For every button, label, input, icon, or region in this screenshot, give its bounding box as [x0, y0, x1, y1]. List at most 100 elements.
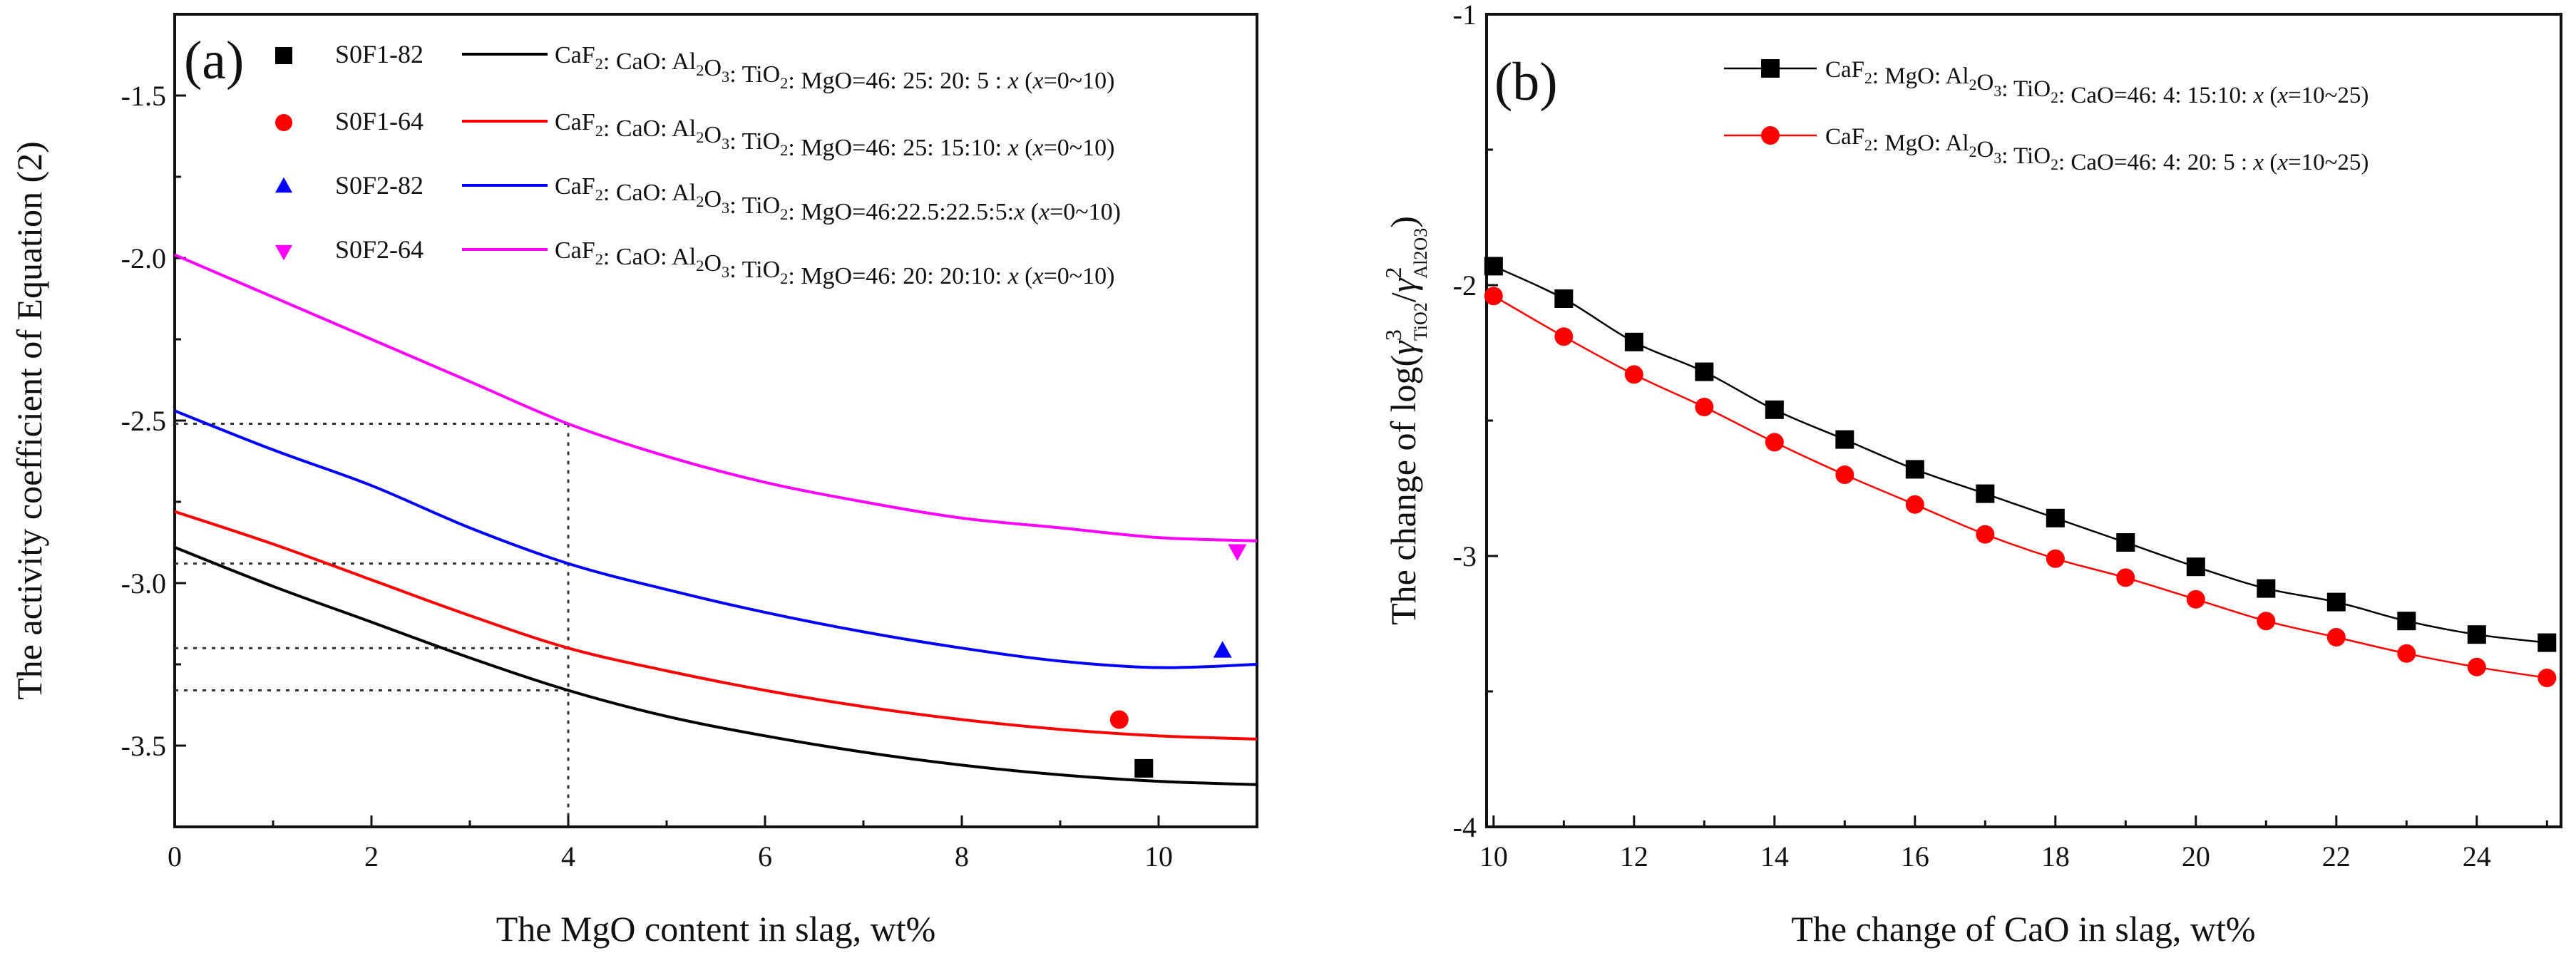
- panel-a-legend-point-label: S0F2-64: [335, 235, 424, 264]
- panel-a-legend-series-label: CaF2: CaO: Al2O3: TiO2: MgO=46: 20: 20:1…: [555, 237, 1115, 289]
- panel-b-x-tick-label: 24: [2463, 840, 2491, 872]
- panel-b-series-2-point: [2257, 612, 2276, 631]
- panel-b-series-1-point: [2116, 533, 2135, 552]
- panel-b-series-line-2: [1493, 295, 2547, 679]
- panel-a-legend-marker-1: [275, 47, 292, 64]
- panel-b-series-2-point: [1835, 465, 1854, 484]
- panel-a-y-axis-title: The activity coefficient of Equation (2): [9, 141, 49, 700]
- panel-a-legend-marker-2: [275, 114, 292, 131]
- panel-a-legend-marker-3: [275, 177, 292, 193]
- panel-a-label: (a): [184, 31, 244, 91]
- panel-b-series-1-point: [1835, 430, 1854, 449]
- panel-a-point-s0f1-82: [1134, 758, 1154, 778]
- panel-b-series-1-point: [1624, 332, 1643, 351]
- panel-a-x-tick-label: 0: [168, 840, 182, 872]
- panel-b-series-1-point: [2397, 612, 2416, 631]
- panel-a-point-s0f2-82: [1213, 641, 1232, 658]
- panel-b-series-1-point: [2186, 557, 2205, 577]
- panel-b-y-tick-label: -1: [1453, 0, 1477, 31]
- panel-b-series-2-point: [2186, 589, 2205, 609]
- panel-b-y-axis-title-text: The change of log(γ3 TiO2/γ2 Al2O3): [1380, 216, 1431, 625]
- panel-b-x-tick-label: 16: [1901, 840, 1929, 872]
- panel-a-x-tick-label: 4: [561, 840, 575, 872]
- panel-a-series-line-3: [174, 409, 1258, 669]
- panel-b-y-tick-label: -4: [1453, 811, 1477, 843]
- panel-b-series-2-point: [1976, 525, 1995, 544]
- panel-b-label: (b): [1494, 52, 1558, 112]
- panel-b-series-1-point: [1905, 460, 1924, 479]
- panel-a-series-line-2: [174, 510, 1258, 741]
- panel-a-legend-series-label: CaF2: CaO: Al2O3: TiO2: MgO=46: 25: 15:1…: [555, 109, 1115, 161]
- panel-b-series-2-point: [1695, 398, 1714, 416]
- panel-a-guide-lines: [175, 423, 570, 827]
- panel-b-series-1-point: [1484, 257, 1503, 276]
- panel-a-x-tick-label: 2: [364, 840, 379, 872]
- panel-b-series-1-point: [2257, 579, 2276, 598]
- panel-a-legend-point-label: S0F1-64: [335, 107, 424, 135]
- panel-b-series-2-point: [2467, 657, 2486, 676]
- panel-a-series: [174, 253, 1258, 786]
- panel-b-x-tick-label: 10: [1479, 840, 1508, 872]
- panel-a-legend-point-label: S0F2-82: [335, 171, 424, 200]
- panel-b: 10 12 14 16 18 20 22 24 -4 -3 -2 -1 CaF2: MgO: Al2O…: [1380, 0, 2562, 949]
- panel-a-y-tick-label: -3.0: [121, 567, 166, 599]
- panel-a-legend-series-label: CaF2: CaO: Al2O3: TiO2: MgO=46:22.5:22.5…: [555, 173, 1121, 225]
- panel-b-x-tick-label: 12: [1620, 840, 1648, 872]
- panel-b-x-tick-label: 20: [2182, 840, 2210, 872]
- panel-b-x-axis-title: The change of CaO in slag, wt%: [1791, 909, 2255, 949]
- panel-b-series-1-point: [2326, 592, 2346, 612]
- panel-b-series-1-point: [1695, 362, 1714, 381]
- panel-b-series-1-point: [2467, 625, 2486, 644]
- panel-a-x-axis-title: The MgO content in slag, wt%: [496, 909, 936, 949]
- panel-a-point-s0f2-64: [1228, 544, 1247, 561]
- panel-b-y-tick-label: -3: [1453, 540, 1477, 572]
- panel-b-series-1-point: [1554, 289, 1574, 308]
- panel-b-x-tick-label: 14: [1760, 840, 1789, 872]
- panel-a-legend-series-label: CaF2: CaO: Al2O3: TiO2: MgO=46: 25: 20: …: [555, 42, 1115, 94]
- panel-b-legend-series-label: CaF2: MgO: Al2O3: TiO2: CaO=46: 4: 20: 5…: [1825, 124, 2369, 175]
- panel-b-series: [1484, 257, 2557, 687]
- panel-b-series-1-point: [2537, 633, 2557, 652]
- panel-b-legend-marker-2: [1761, 126, 1780, 145]
- panel-b-legend: CaF2: MgO: Al2O3: TiO2: CaO=46: 4: 15:10…: [1724, 57, 2369, 175]
- panel-b-series-1-point: [2046, 508, 2065, 527]
- panel-b-y-axis-title: The change of log(γ3 TiO2/γ2 Al2O3): [1380, 216, 1431, 625]
- panel-a-point-s0f1-64: [1109, 710, 1129, 729]
- panel-b-x-tick-label: 22: [2322, 840, 2351, 872]
- panel-b-frame: [1485, 13, 2562, 828]
- panel-b-legend-series-label: CaF2: MgO: Al2O3: TiO2: CaO=46: 4: 15:10…: [1825, 57, 2369, 108]
- panel-b-x-tick-label: 18: [2041, 840, 2070, 872]
- panel-b-y-tick-label: -2: [1453, 269, 1477, 302]
- panel-a-y-tick-label: -2.0: [121, 242, 166, 274]
- panel-a-series-line-4: [174, 253, 1258, 542]
- panel-a-ticks: 0 2 4 6 8 10 -3.5 -3.0 -2.5 -2.0 -1.5: [121, 13, 1258, 872]
- panel-a-series-line-1: [174, 545, 1258, 786]
- panel-b-series-2-point: [1765, 433, 1784, 452]
- panel-a-legend-marker-4: [275, 244, 292, 261]
- panel-a-legend-point-label: S0F1-82: [335, 40, 424, 68]
- panel-b-series-2-point: [1554, 327, 1574, 346]
- panel-b-series-1-point: [1765, 400, 1784, 419]
- panel-b-ticks: 10 12 14 16 18 20 22 24 -4 -3 -2 -1: [1453, 0, 2548, 872]
- panel-b-series-line-1: [1493, 265, 2547, 644]
- panel-a-y-tick-label: -3.5: [121, 730, 166, 762]
- panel-b-series-2-point: [1905, 495, 1924, 514]
- panel-b-legend-marker-1: [1761, 59, 1780, 78]
- panel-b-series-2-point: [2537, 669, 2557, 687]
- panel-a-x-tick-label: 8: [955, 840, 969, 872]
- panel-b-series-2-point: [1484, 287, 1503, 306]
- panel-b-series-2-point: [2116, 568, 2135, 587]
- panel-a-y-tick-label: -2.5: [121, 405, 166, 437]
- panel-b-series-2-point: [2326, 628, 2346, 647]
- panel-a-x-tick-label: 6: [758, 840, 772, 872]
- panel-a-legend: S0F1-82 S0F1-64 S0F2-82 S0F2-64 CaF2: CaO: A…: [275, 40, 1121, 289]
- panel-b-series-2-point: [2397, 644, 2416, 663]
- panel-a-x-tick-label: 10: [1144, 840, 1173, 872]
- panel-a: 0 2 4 6 8 10-3.5-3.0-2.5-2.0-1.5 S0F1-82S0F1-…: [9, 13, 1258, 949]
- panel-b-series-2-point: [2046, 549, 2065, 568]
- panel-a-points: [1109, 544, 1247, 778]
- panel-b-series-2-point: [1624, 365, 1643, 384]
- panel-a-y-tick-label: -1.5: [121, 80, 166, 112]
- panel-b-series-1-point: [1976, 484, 1995, 503]
